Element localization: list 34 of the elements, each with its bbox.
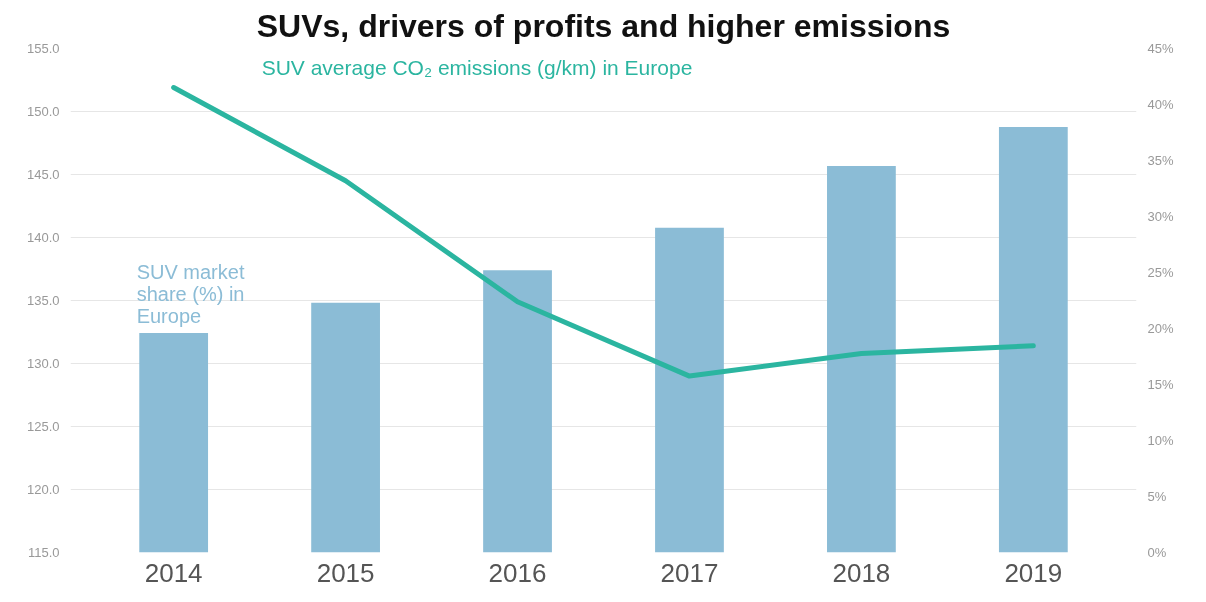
y2-tick-label: 45% — [1147, 41, 1174, 56]
bar — [655, 227, 724, 553]
y-tick-label: 130.0 — [26, 356, 60, 371]
y2-tick-label: 10% — [1147, 433, 1174, 448]
y2-tick-label: 0% — [1147, 545, 1167, 560]
bar — [483, 270, 552, 553]
series-label: SUV market share (%) in Europe — [136, 260, 245, 327]
y-tick-label: 120.0 — [26, 482, 60, 497]
bar — [139, 332, 209, 553]
x-tick-label: 2015 — [316, 557, 375, 588]
y2-tick-label: 15% — [1147, 377, 1174, 392]
chart-title: SUVs, drivers of profits and higher emissions — [256, 7, 951, 44]
y2-tick-label: 35% — [1147, 153, 1174, 168]
y-tick-label: 135.0 — [26, 293, 60, 308]
text: SUV average CO₂ emissions (g/km) in Europe — [261, 56, 693, 80]
y-tick-label: 155.0 — [26, 41, 60, 56]
y-tick-label: 145.0 — [26, 167, 60, 182]
bar — [827, 166, 896, 553]
y-tick-label: 140.0 — [26, 230, 60, 245]
x-tick-label: 2016 — [488, 557, 547, 588]
y2-tick-label: 25% — [1147, 265, 1174, 280]
x-tick-label: 2014 — [144, 557, 203, 588]
y2-tick-label: 40% — [1147, 97, 1174, 112]
x-tick-label: 2018 — [832, 557, 891, 588]
y-tick-label: 115.0 — [27, 545, 60, 560]
y2-tick-label: 30% — [1147, 209, 1174, 224]
bar — [311, 302, 380, 553]
y2-tick-label: 20% — [1147, 321, 1174, 336]
y-tick-label: 150.0 — [26, 104, 60, 119]
x-tick-label: 2019 — [1004, 557, 1063, 588]
y-tick-label: 125.0 — [26, 419, 60, 434]
y2-tick-label: 5% — [1147, 489, 1167, 504]
bar — [998, 126, 1068, 553]
x-tick-label: 2017 — [660, 557, 719, 588]
